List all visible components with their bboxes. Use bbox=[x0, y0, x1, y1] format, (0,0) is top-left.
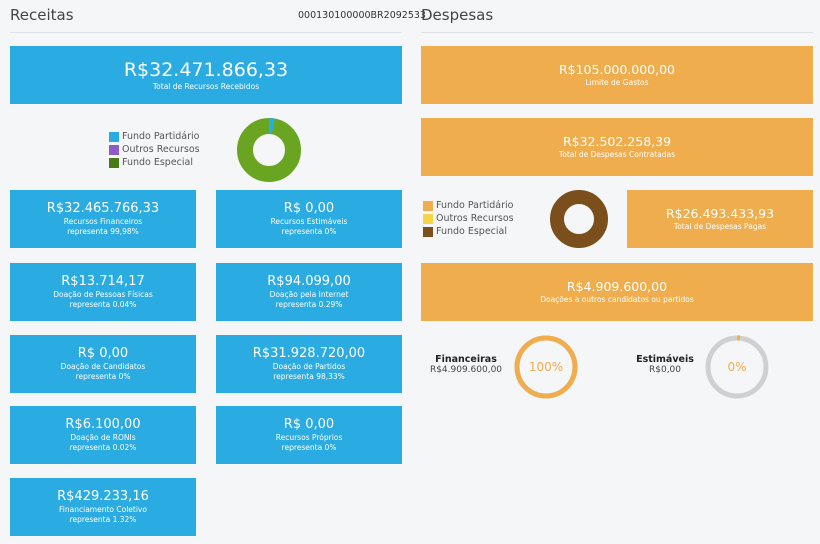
limite-gastos-label: Limite de Gastos bbox=[585, 78, 649, 87]
legend-item: Fundo Especial bbox=[423, 225, 514, 238]
receita-card-value: R$ 0,00 bbox=[77, 346, 129, 361]
receitas-divider bbox=[10, 32, 402, 33]
receita-card-label: Doação pela Internet bbox=[269, 290, 349, 299]
receitas-title: Receitas bbox=[10, 6, 74, 24]
gauge-value: R$0,00 bbox=[648, 365, 682, 375]
legend-label: Fundo Partidário bbox=[436, 200, 514, 211]
despesas-contratadas-card: R$32.502.258,39 Total de Despesas Contra… bbox=[421, 118, 813, 176]
legend-label: Outros Recursos bbox=[122, 144, 200, 155]
receita-card-label: Doação de Pessoas Físicas bbox=[53, 290, 153, 299]
gauge-estimaveis-label: Estimáveis R$0,00 bbox=[630, 354, 700, 375]
gauge-financeiras: 100% bbox=[514, 335, 578, 399]
receita-card: R$94.099,00 Doação pela Internet represent… bbox=[216, 263, 402, 321]
receita-card-pct: representa 0.29% bbox=[275, 300, 343, 309]
legend-item: Fundo Especial bbox=[109, 156, 200, 169]
legend-swatch bbox=[109, 144, 119, 155]
despesas-divider bbox=[421, 32, 813, 33]
gauge-value: R$4.909.600,00 bbox=[429, 365, 503, 375]
receita-card-value: R$31.928.720,00 bbox=[252, 346, 366, 361]
total-recursos-label: Total de Recursos Recebidos bbox=[152, 81, 260, 91]
receita-card-value: R$ 0,00 bbox=[283, 201, 335, 216]
legend-swatch bbox=[423, 200, 433, 211]
receitas-legend: Fundo Partidário Outros Recursos Fundo E… bbox=[109, 130, 200, 169]
legend-swatch bbox=[109, 131, 119, 142]
receita-card: R$ 0,00 Doação de Candidatos representa 0% bbox=[10, 335, 196, 393]
legend-label: Outros Recursos bbox=[436, 213, 514, 224]
receita-card: R$ 0,00 Recursos Próprios representa 0% bbox=[216, 406, 402, 464]
receita-card: R$6.100,00 Doação de RONIs representa 0.02… bbox=[10, 406, 196, 464]
receita-card-pct: representa 0.02% bbox=[69, 443, 137, 452]
doacoes-outros-card: R$4.909.600,00 Doações a outros candidat… bbox=[421, 263, 813, 321]
receita-card: R$32.465.766,33 Recursos Financeiros repre… bbox=[10, 190, 196, 248]
gauge-estimaveis: 0% bbox=[705, 335, 769, 399]
doacoes-outros-label: Doações a outros candidatos ou partidos bbox=[540, 295, 694, 304]
despesas-contratadas-value: R$32.502.258,39 bbox=[562, 134, 672, 149]
gauge-financeiras-label: Financeiras R$4.909.600,00 bbox=[428, 354, 504, 375]
receita-card-pct: representa 0% bbox=[281, 443, 337, 452]
gauge-percent: 100% bbox=[529, 360, 563, 374]
legend-item: Outros Recursos bbox=[423, 212, 514, 225]
despesas-title: Despesas bbox=[421, 6, 494, 24]
receita-card-value: R$429.233,16 bbox=[57, 489, 149, 504]
receita-card-pct: representa 0.04% bbox=[69, 300, 137, 309]
receita-card-label: Doação de Candidatos bbox=[60, 362, 146, 371]
receita-card-pct: representa 0% bbox=[75, 372, 131, 381]
limite-gastos-card: R$105.000.000,00 Limite de Gastos bbox=[421, 46, 813, 104]
despesas-pagas-card: R$26.493.433,93 Total de Despesas Pagas bbox=[627, 190, 813, 248]
despesas-pagas-value: R$26.493.433,93 bbox=[665, 206, 775, 221]
gauge-arc bbox=[705, 335, 769, 399]
legend-item: Fundo Partidário bbox=[109, 130, 200, 143]
gauge-arc bbox=[514, 335, 578, 399]
receita-card-label: Financiamento Coletivo bbox=[59, 505, 147, 514]
receita-card: R$ 0,00 Recursos Estimáveis representa 0% bbox=[216, 190, 402, 248]
legend-item: Outros Recursos bbox=[109, 143, 200, 156]
donut-main-segment bbox=[550, 190, 608, 248]
receita-card: R$31.928.720,00 Doação de Partidos represe… bbox=[216, 335, 402, 393]
candidate-code: 000130100000BR2092533 bbox=[298, 10, 426, 21]
gauge-title: Estimáveis bbox=[636, 354, 694, 365]
legend-swatch bbox=[423, 226, 433, 237]
despesas-contratadas-label: Total de Despesas Contratadas bbox=[558, 150, 676, 159]
receitas-donut-chart bbox=[237, 118, 301, 182]
gauge-percent: 0% bbox=[727, 360, 746, 374]
despesas-legend: Fundo Partidário Outros Recursos Fundo E… bbox=[423, 199, 514, 238]
legend-label: Fundo Partidário bbox=[122, 131, 200, 142]
receita-card-label: Recursos Estimáveis bbox=[270, 217, 348, 226]
receita-card-pct: representa 99,98% bbox=[67, 227, 139, 236]
receita-card-pct: representa 1.32% bbox=[69, 515, 137, 524]
receita-card-label: Doação de RONIs bbox=[70, 433, 136, 442]
legend-swatch bbox=[423, 213, 433, 224]
receita-card-label: Recursos Financeiros bbox=[63, 217, 143, 226]
receita-card: R$429.233,16 Financiamento Coletivo repres… bbox=[10, 478, 196, 536]
gauge-title: Financeiras bbox=[435, 354, 497, 365]
receita-card-pct: representa 98,33% bbox=[273, 372, 345, 381]
receita-card-label: Doação de Partidos bbox=[272, 362, 346, 371]
legend-label: Fundo Especial bbox=[122, 157, 193, 168]
despesas-pagas-label: Total de Despesas Pagas bbox=[673, 222, 767, 231]
receita-card-value: R$94.099,00 bbox=[267, 274, 351, 289]
despesas-donut-chart bbox=[550, 190, 608, 248]
receita-card-value: R$32.465.766,33 bbox=[46, 201, 160, 216]
total-recursos-value: R$32.471.866,33 bbox=[123, 58, 289, 81]
receita-card-pct: representa 0% bbox=[281, 227, 337, 236]
receita-card-value: R$ 0,00 bbox=[283, 417, 335, 432]
legend-swatch bbox=[109, 157, 119, 168]
receita-card-value: R$13.714,17 bbox=[61, 274, 145, 289]
doacoes-outros-value: R$4.909.600,00 bbox=[566, 279, 668, 294]
receita-card-value: R$6.100,00 bbox=[65, 417, 141, 432]
legend-item: Fundo Partidário bbox=[423, 199, 514, 212]
receita-card: R$13.714,17 Doação de Pessoas Físicas repr… bbox=[10, 263, 196, 321]
total-recursos-card: R$32.471.866,33 Total de Recursos Recebi… bbox=[10, 46, 402, 104]
receita-card-label: Recursos Próprios bbox=[275, 433, 343, 442]
legend-label: Fundo Especial bbox=[436, 226, 507, 237]
limite-gastos-value: R$105.000.000,00 bbox=[558, 62, 676, 77]
